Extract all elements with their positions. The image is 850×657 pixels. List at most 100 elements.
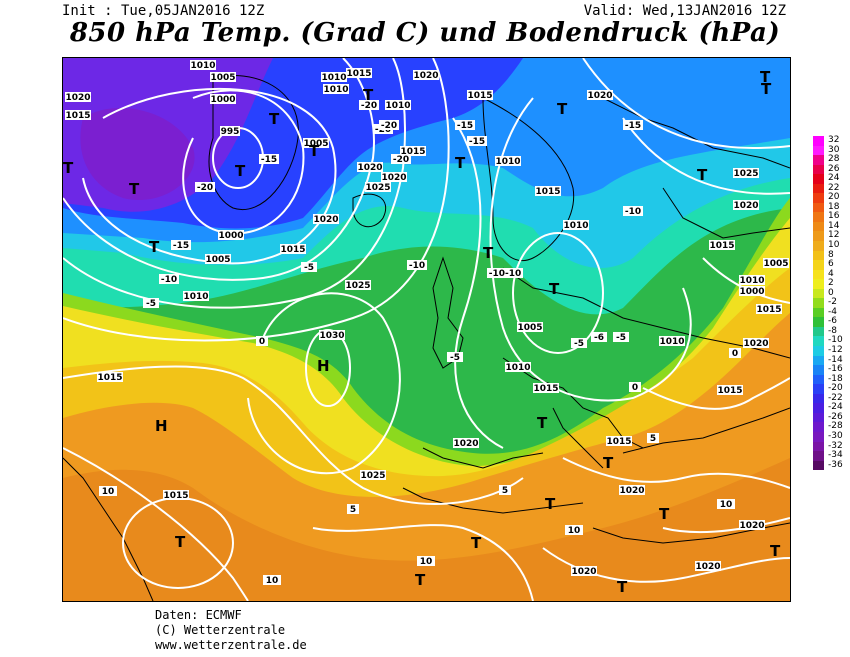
legend-swatch bbox=[813, 422, 824, 432]
legend-label: -34 bbox=[828, 450, 843, 461]
isobar-label: 1020 bbox=[733, 200, 759, 211]
isobar-label: 1020 bbox=[453, 438, 479, 449]
isotherm-label: -6 bbox=[591, 332, 607, 343]
legend-row: -4 bbox=[813, 307, 850, 318]
svg-text:1010: 1010 bbox=[563, 221, 588, 231]
isobar-label: 1010 bbox=[659, 336, 685, 347]
low-marker: T bbox=[617, 578, 628, 596]
legend-row: 30 bbox=[813, 145, 850, 156]
isobar-label: 1020 bbox=[739, 520, 765, 531]
legend-label: 20 bbox=[828, 192, 840, 203]
isobar-label: 1015 bbox=[280, 244, 306, 255]
low-marker: T bbox=[557, 100, 568, 118]
isobar-label: 1010 bbox=[190, 60, 216, 71]
map-title: 850 hPa Temp. (Grad C) und Bodendruck (h… bbox=[69, 18, 781, 48]
isobar-label: 1005 bbox=[205, 254, 231, 265]
svg-text:-5: -5 bbox=[304, 263, 314, 273]
legend-label: -18 bbox=[828, 373, 843, 384]
svg-text:-10-10: -10-10 bbox=[489, 269, 522, 279]
legend-row: 20 bbox=[813, 193, 850, 203]
legend-row: -2 bbox=[813, 298, 850, 308]
isobar-label: 1010 bbox=[385, 100, 411, 111]
svg-text:-10: -10 bbox=[625, 207, 641, 217]
svg-text:1020: 1020 bbox=[587, 91, 612, 101]
svg-text:-10: -10 bbox=[409, 261, 425, 271]
legend-row: 22 bbox=[813, 183, 850, 194]
legend-swatch bbox=[813, 288, 824, 299]
isotherm-label: -10 bbox=[623, 206, 643, 217]
legend-swatch bbox=[813, 460, 824, 471]
isobar-label: 1015 bbox=[163, 490, 189, 501]
svg-text:5: 5 bbox=[502, 486, 508, 496]
isobar-label: 1015 bbox=[533, 383, 559, 394]
isotherm-label: -20 bbox=[195, 182, 215, 193]
legend-label: 4 bbox=[828, 268, 834, 279]
legend-swatch bbox=[813, 431, 824, 442]
isotherm-label: 10 bbox=[417, 556, 435, 567]
isobar-label: 1010 bbox=[183, 291, 209, 302]
legend-swatch bbox=[813, 298, 824, 308]
svg-text:1000: 1000 bbox=[218, 231, 243, 241]
low-marker: T bbox=[363, 86, 374, 104]
isobar-label: 1020 bbox=[587, 90, 613, 101]
low-marker: T bbox=[760, 68, 771, 86]
legend-row: 6 bbox=[813, 260, 850, 270]
svg-text:1015: 1015 bbox=[717, 386, 742, 396]
legend-row: -18 bbox=[813, 373, 850, 385]
svg-text:1010: 1010 bbox=[190, 61, 215, 71]
isobar-label: 1010 bbox=[505, 362, 531, 373]
svg-text:-6: -6 bbox=[594, 333, 604, 343]
isotherm-label: 5 bbox=[347, 504, 359, 515]
legend-row: -22 bbox=[813, 393, 850, 404]
isobar-label: 1020 bbox=[65, 92, 91, 103]
legend-row: -20 bbox=[813, 384, 850, 394]
svg-text:1015: 1015 bbox=[346, 69, 371, 79]
svg-text:1010: 1010 bbox=[659, 337, 684, 347]
legend-swatch bbox=[813, 346, 824, 356]
isobar-label: 1015 bbox=[400, 146, 426, 157]
legend-label: 24 bbox=[828, 173, 840, 184]
isotherm-label: -5 bbox=[447, 352, 463, 363]
svg-text:1020: 1020 bbox=[65, 93, 90, 103]
svg-text:1020: 1020 bbox=[357, 163, 382, 173]
legend-swatch bbox=[813, 221, 824, 232]
isotherm-label: -10 bbox=[159, 274, 179, 285]
isotherm-label: -10 bbox=[407, 260, 427, 271]
field-dark-orange bbox=[63, 458, 790, 601]
isobar-label: 1005 bbox=[763, 258, 789, 269]
legend-swatch bbox=[813, 260, 824, 270]
svg-text:1010: 1010 bbox=[385, 101, 410, 111]
svg-text:1005: 1005 bbox=[210, 73, 235, 83]
svg-text:1000: 1000 bbox=[210, 95, 235, 105]
isobar-label: 1015 bbox=[606, 436, 632, 447]
svg-text:-20: -20 bbox=[197, 183, 213, 193]
svg-text:1020: 1020 bbox=[313, 215, 338, 225]
isobar-label: 1005 bbox=[517, 322, 543, 333]
legend-swatch bbox=[813, 403, 824, 413]
isotherm-label: -15 bbox=[259, 154, 279, 165]
isotherm-label: 0 bbox=[256, 336, 268, 347]
isotherm-label: 5 bbox=[647, 433, 659, 444]
svg-text:1010: 1010 bbox=[321, 73, 346, 83]
legend-label: -14 bbox=[828, 354, 843, 365]
isobar-label: 1020 bbox=[413, 70, 439, 81]
isotherm-label: -20 bbox=[379, 120, 399, 131]
isotherm-label: 10 bbox=[99, 486, 117, 497]
legend-swatch bbox=[813, 145, 824, 156]
legend-swatch bbox=[813, 155, 824, 165]
svg-text:1020: 1020 bbox=[413, 71, 438, 81]
legend-swatch bbox=[813, 317, 824, 327]
svg-text:1010: 1010 bbox=[183, 292, 208, 302]
isobar-label: 1010 bbox=[321, 72, 347, 83]
svg-text:1020: 1020 bbox=[739, 521, 764, 531]
svg-text:1015: 1015 bbox=[756, 305, 781, 315]
svg-text:10: 10 bbox=[720, 500, 733, 510]
map-canvas: 1010 1005 1000 995 1020 1015 1010 1015 1… bbox=[63, 58, 790, 601]
temperature-labels: -20 -15 -15 -10 -5 -20 -15 -15 -20 -20 -… bbox=[99, 100, 741, 586]
low-marker: T bbox=[603, 454, 614, 472]
svg-text:5: 5 bbox=[650, 434, 656, 444]
svg-text:1025: 1025 bbox=[733, 169, 758, 179]
isotherm-label: -15 bbox=[171, 240, 191, 251]
legend-label: -30 bbox=[828, 430, 843, 441]
legend-label: 32 bbox=[828, 135, 840, 145]
